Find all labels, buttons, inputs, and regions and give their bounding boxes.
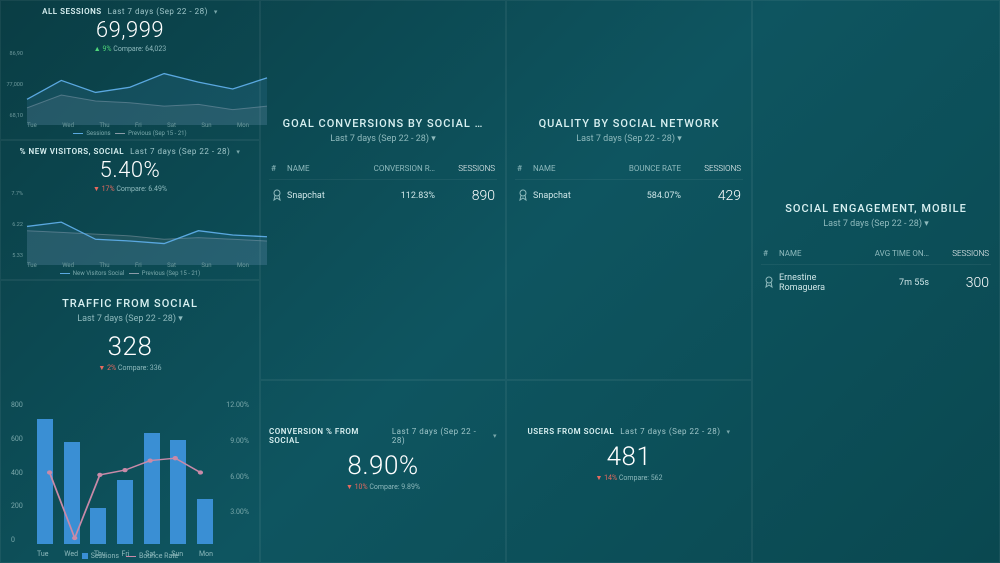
card-title: ALL SESSIONS <box>42 7 102 16</box>
bounce-line <box>37 401 213 544</box>
card-title: GOAL CONVERSIONS BY SOCIAL … <box>269 117 497 130</box>
award-icon <box>517 189 529 201</box>
all-sessions-card: ALL SESSIONS Last 7 days (Sep 22 - 28) ▾… <box>0 0 260 140</box>
chart-legend: New Visitors Social Previous (Sep 15 - 2… <box>1 270 259 277</box>
card-title: SOCIAL ENGAGEMENT, MOBILE <box>761 202 991 215</box>
card-title: % NEW VISITORS, SOCIAL <box>20 147 124 156</box>
mini-line-chart <box>27 205 267 265</box>
users-card: USERS FROM SOCIAL Last 7 days (Sep 22 - … <box>506 380 752 563</box>
y-axis-left: 8006004002000 <box>11 401 33 544</box>
metric-value: 69,999 <box>9 18 251 43</box>
traffic-chart: 8006004002000 12.00%9.00%6.00%3.00% TueW… <box>11 401 249 544</box>
table-header: # NAME CONVERSION R… SESSIONS <box>269 158 497 180</box>
metric-delta: ▼ 17% Compare: 6.49% <box>9 185 251 193</box>
table-row[interactable]: Snapchat 584.07% 429 <box>515 180 743 212</box>
chart-legend: Sessions Previous (Sep 15 - 21) <box>1 130 259 137</box>
metric-delta: ▼ 2% Compare: 336 <box>9 364 251 372</box>
metric-value: 328 <box>9 332 251 362</box>
card-title: CONVERSION % FROM SOCIAL <box>269 427 386 445</box>
period-selector[interactable]: Last 7 days (Sep 22 - 28) ▾ <box>330 134 435 144</box>
quality-card: QUALITY BY SOCIAL NETWORK Last 7 days (S… <box>506 0 752 380</box>
chevron-down-icon[interactable]: ▾ <box>726 428 730 436</box>
card-title: USERS FROM SOCIAL <box>528 427 615 436</box>
award-icon <box>763 276 775 288</box>
chevron-down-icon[interactable]: ▾ <box>493 432 497 440</box>
table-header: # NAME AVG TIME ON… SESSIONS <box>761 243 991 265</box>
table-header: # NAME BOUNCE RATE SESSIONS <box>515 158 743 180</box>
period-selector[interactable]: Last 7 days (Sep 22 - 28) ▾ <box>823 219 928 229</box>
period-label: Last 7 days (Sep 22 - 28) <box>392 427 487 445</box>
traffic-card: TRAFFIC FROM SOCIAL Last 7 days (Sep 22 … <box>0 280 260 563</box>
metric-value: 5.40% <box>9 158 251 183</box>
y-axis-right: 12.00%9.00%6.00%3.00% <box>215 401 249 544</box>
period-label: Last 7 days (Sep 22 - 28) <box>130 147 230 156</box>
period-selector[interactable]: Last 7 days (Sep 22 - 28) ▾ <box>77 314 182 324</box>
metric-delta: ▼ 10% Compare: 9.89% <box>269 483 497 491</box>
period-label: Last 7 days (Sep 22 - 28) <box>108 7 208 16</box>
metric-value: 8.90% <box>269 451 497 481</box>
card-title: TRAFFIC FROM SOCIAL <box>9 297 251 310</box>
period-selector[interactable]: Last 7 days (Sep 22 - 28) ▾ <box>576 134 681 144</box>
mini-line-chart <box>27 65 267 125</box>
metric-delta: ▼ 14% Compare: 562 <box>515 474 743 482</box>
goal-conversions-card: GOAL CONVERSIONS BY SOCIAL … Last 7 days… <box>260 0 506 380</box>
chevron-down-icon[interactable]: ▾ <box>214 8 218 16</box>
x-axis: TueWedThuFriSatSunMon <box>27 122 249 129</box>
table-row[interactable]: Snapchat 112.83% 890 <box>269 180 497 212</box>
chevron-down-icon[interactable]: ▾ <box>236 148 240 156</box>
new-visitors-card: % NEW VISITORS, SOCIAL Last 7 days (Sep … <box>0 140 260 280</box>
award-icon <box>271 189 283 201</box>
chart-legend: Sessions Bounce Rate <box>1 552 259 560</box>
metric-delta: ▲ 9% Compare: 64,023 <box>9 45 251 53</box>
x-axis: TueWedThuFriSatSunMon <box>27 262 249 269</box>
card-title: QUALITY BY SOCIAL NETWORK <box>515 117 743 130</box>
y-axis: 7.7%6.225.33 <box>1 191 25 259</box>
engagement-card: SOCIAL ENGAGEMENT, MOBILE Last 7 days (S… <box>752 0 1000 563</box>
y-axis: 86,9077,00068,10 <box>1 51 25 119</box>
table-row[interactable]: Ernestine Romaguera 7m 55s 300 <box>761 265 991 301</box>
metric-value: 481 <box>515 442 743 472</box>
period-label: Last 7 days (Sep 22 - 28) <box>620 427 720 436</box>
conversion-card: CONVERSION % FROM SOCIAL Last 7 days (Se… <box>260 380 506 563</box>
